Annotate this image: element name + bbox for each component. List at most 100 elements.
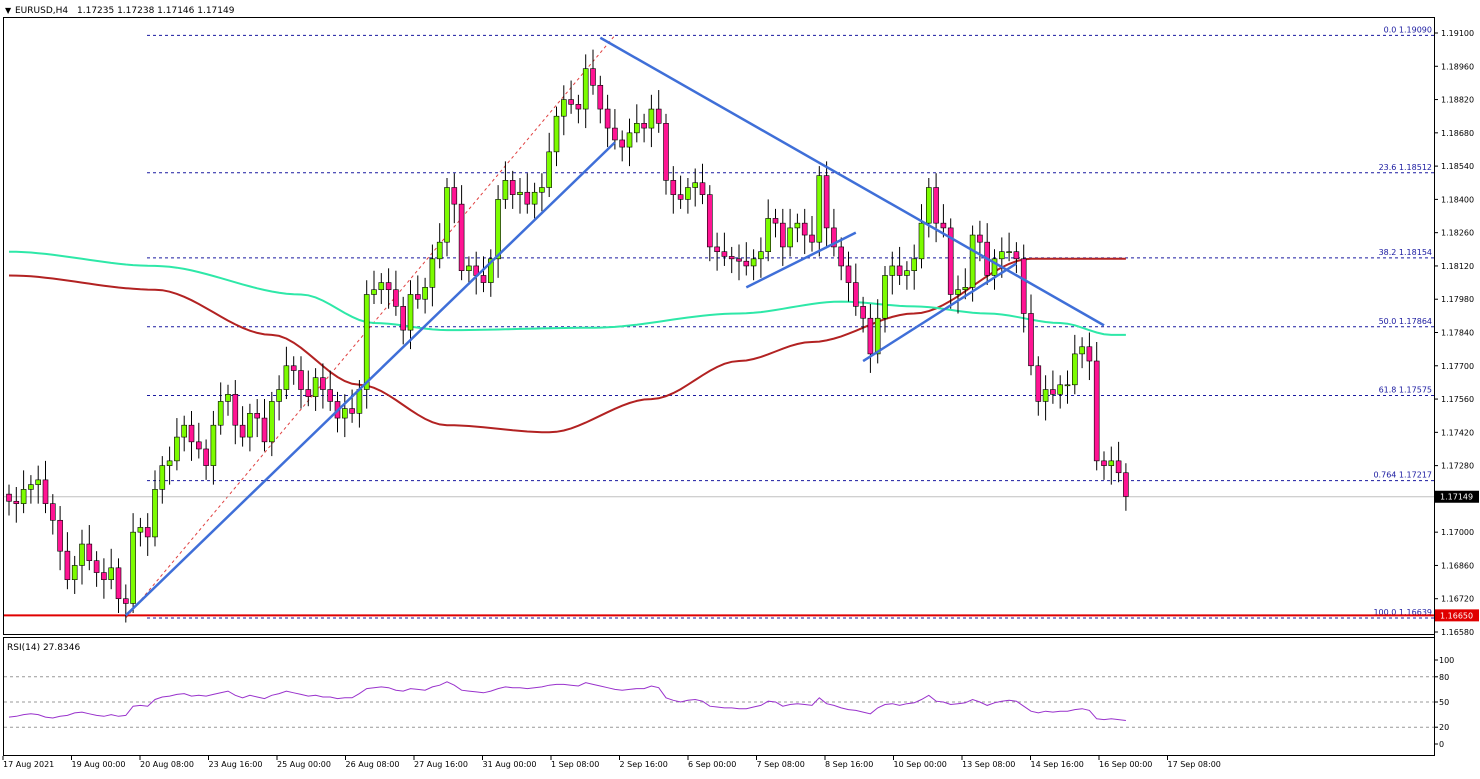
candle-body — [130, 531, 136, 604]
candle-body — [400, 306, 407, 331]
candle-body — [261, 417, 268, 443]
header-arrow-icon[interactable]: ▼ — [5, 6, 12, 15]
price-tick-label: 1.18120 — [1441, 262, 1474, 271]
candle-body — [1072, 353, 1078, 386]
candle-body — [57, 519, 63, 552]
candle-body — [480, 275, 487, 283]
candle-body — [232, 394, 239, 426]
chart-ohlc: 1.17235 1.17238 1.17146 1.17149 — [77, 6, 235, 16]
price-tick-label: 1.18960 — [1441, 62, 1474, 71]
candle-body — [969, 234, 976, 288]
rsi-tick-label: 50 — [1439, 698, 1449, 707]
price-tick-label: 1.17700 — [1441, 362, 1474, 371]
candle-body — [517, 191, 523, 195]
candle-body — [955, 289, 961, 295]
candle-body — [371, 289, 377, 295]
candle-body — [210, 424, 217, 466]
trendline — [599, 36, 1105, 327]
candle-body — [159, 465, 166, 490]
candle-body — [911, 258, 918, 271]
time-tick-label: 8 Sep 16:00 — [825, 760, 873, 769]
candle-body — [721, 251, 728, 257]
candle-body — [49, 503, 56, 521]
fib-level-label: 38.2 1.18154 — [1379, 248, 1432, 257]
candle-body — [283, 365, 290, 390]
candle-body — [123, 598, 129, 604]
fib-level-label: 0.764 1.17217 — [1373, 471, 1432, 480]
candle-body — [860, 306, 866, 319]
candle-body — [108, 567, 114, 581]
candle-body — [247, 413, 253, 438]
support-price-box — [1435, 609, 1479, 622]
candle-body — [393, 289, 399, 307]
time-tick-label: 19 Aug 00:00 — [72, 760, 126, 769]
candle-body — [1079, 346, 1085, 355]
candle-body — [225, 394, 231, 402]
candle-body — [509, 180, 516, 195]
candle-body — [794, 222, 801, 229]
candle-body — [889, 265, 896, 276]
candle-body — [349, 408, 355, 414]
candle-body — [947, 227, 954, 295]
price-tick-label: 1.18400 — [1441, 195, 1474, 204]
candle-body — [1042, 389, 1049, 402]
candle-body — [312, 377, 319, 397]
price-tick-label: 1.19100 — [1441, 29, 1474, 38]
chart-symbol: EURUSD,H4 — [15, 6, 68, 16]
time-tick-label: 6 Sep 00:00 — [688, 760, 736, 769]
candle-body — [743, 260, 750, 267]
candle-body — [867, 317, 874, 355]
candle-body — [298, 370, 304, 390]
candle-body — [531, 191, 538, 205]
candle-body — [582, 68, 589, 110]
rsi-tick-label: 0 — [1439, 740, 1444, 749]
candle-body — [1093, 360, 1100, 462]
candle-body — [93, 560, 100, 573]
candle-body — [385, 282, 392, 291]
trendline — [745, 231, 857, 289]
candle-body — [590, 68, 596, 86]
candle-body — [962, 287, 969, 291]
candle-body — [612, 127, 618, 141]
candle-body — [1123, 472, 1129, 497]
candle-body — [1050, 389, 1056, 395]
price-tick-label: 1.17420 — [1441, 428, 1474, 437]
sma-slow-line — [8, 257, 1126, 434]
candle-body — [904, 270, 910, 276]
candle-body — [166, 460, 173, 466]
fib-level-label: 50.0 1.17864 — [1379, 317, 1432, 326]
candle-body — [655, 108, 662, 124]
candle-body — [436, 241, 443, 260]
candle-body — [1101, 460, 1107, 466]
price-tick-label: 1.18820 — [1441, 96, 1474, 105]
candle-body — [575, 104, 582, 110]
rsi-tick-label: 20 — [1439, 723, 1449, 732]
candle-body — [539, 187, 545, 193]
candle-body — [1115, 460, 1122, 474]
candle-body — [706, 194, 713, 248]
candle-body — [1086, 346, 1093, 362]
fib-level-label: 0.0 1.19090 — [1384, 25, 1432, 34]
candle-body — [1057, 384, 1063, 395]
candle-body — [42, 479, 49, 504]
candle-body — [809, 234, 815, 243]
candle-body — [378, 282, 385, 291]
candle-body — [882, 275, 888, 319]
candle-body — [1064, 384, 1071, 387]
price-tick-label: 1.18260 — [1441, 229, 1474, 238]
candle-body — [137, 527, 144, 533]
price-tick-label: 1.16580 — [1441, 628, 1474, 637]
candle-body — [174, 436, 180, 462]
time-tick-label: 31 Aug 00:00 — [483, 760, 537, 769]
candle-body — [451, 187, 458, 205]
candle-body — [626, 132, 633, 148]
candle-body — [466, 265, 472, 271]
candle-body — [254, 413, 260, 419]
candle-body — [524, 191, 531, 205]
candle-body — [320, 377, 326, 390]
fib-level-label: 23.6 1.18512 — [1379, 163, 1432, 172]
candle-body — [852, 282, 859, 307]
fib-level-label: 100.0 1.16639 — [1373, 608, 1432, 617]
candle-body — [699, 182, 706, 195]
